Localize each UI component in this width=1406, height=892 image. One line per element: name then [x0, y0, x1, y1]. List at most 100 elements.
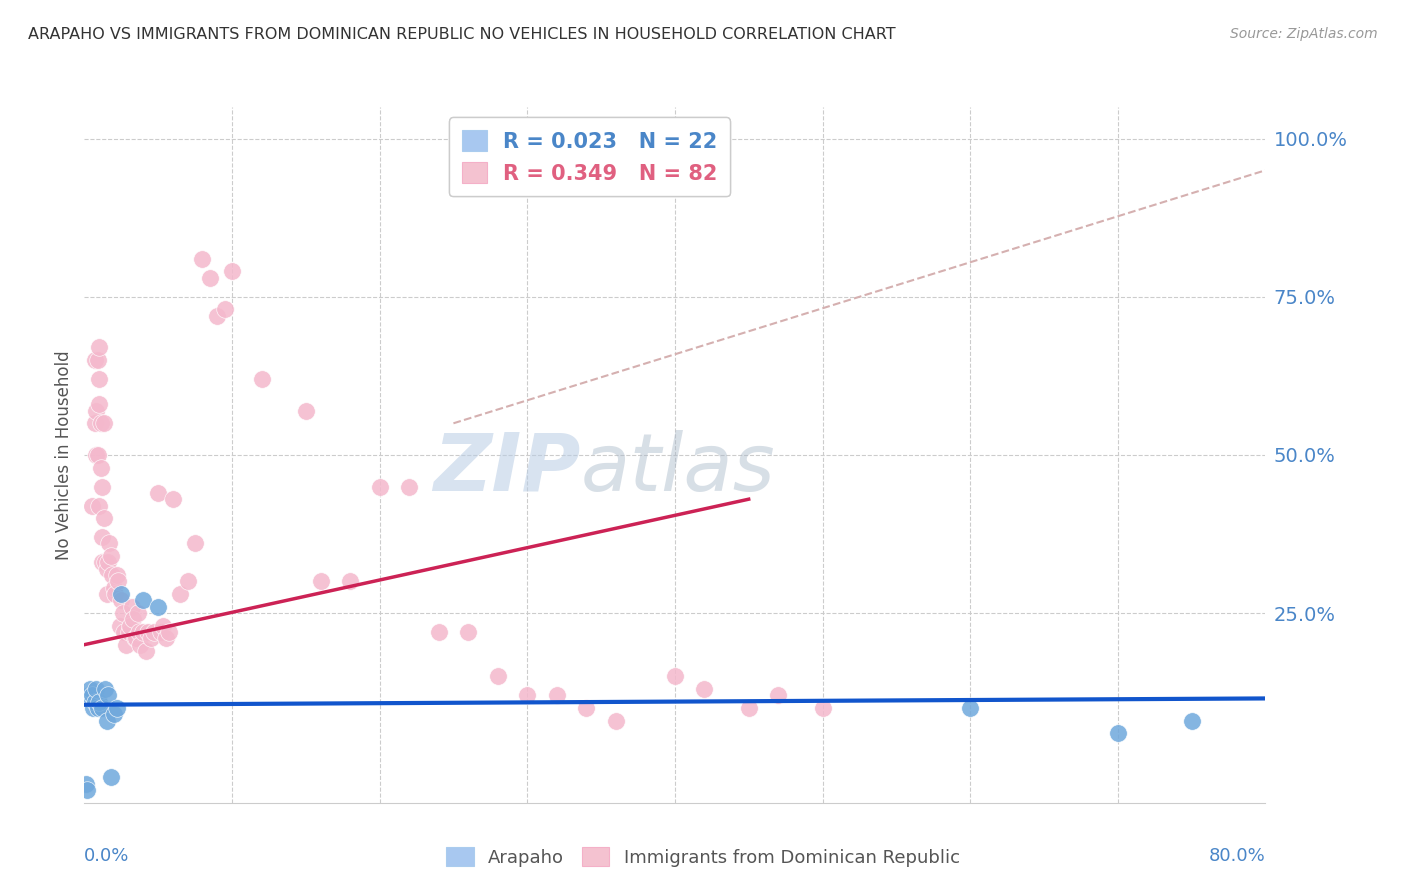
Point — [91, 701, 114, 715]
Point — [295, 403, 318, 417]
Point — [103, 707, 125, 722]
Point — [127, 606, 149, 620]
Point — [221, 264, 243, 278]
Point — [80, 499, 103, 513]
Point — [162, 492, 184, 507]
Point — [339, 574, 361, 589]
Point — [94, 681, 117, 696]
Text: ZIP: ZIP — [433, 430, 581, 508]
Point — [368, 479, 391, 493]
Point — [97, 556, 120, 570]
Point — [250, 372, 273, 386]
Point — [82, 701, 104, 715]
Text: Source: ZipAtlas.com: Source: ZipAtlas.com — [1230, 27, 1378, 41]
Y-axis label: No Vehicles in Household: No Vehicles in Household — [55, 350, 73, 560]
Point — [184, 536, 207, 550]
Point — [148, 599, 170, 614]
Point — [152, 618, 174, 632]
Point — [155, 632, 177, 646]
Point — [103, 581, 125, 595]
Point — [664, 669, 686, 683]
Point — [101, 568, 124, 582]
Point — [79, 681, 101, 696]
Point — [76, 783, 98, 797]
Point — [105, 568, 128, 582]
Point — [121, 599, 143, 614]
Text: atlas: atlas — [581, 430, 775, 508]
Text: ARAPAHO VS IMMIGRANTS FROM DOMINICAN REPUBLIC NO VEHICLES IN HOUSEHOLD CORRELATI: ARAPAHO VS IMMIGRANTS FROM DOMINICAN REP… — [28, 27, 896, 42]
Point — [309, 574, 332, 589]
Point — [86, 353, 108, 368]
Point — [108, 618, 131, 632]
Point — [107, 574, 129, 589]
Point — [96, 587, 118, 601]
Point — [198, 270, 221, 285]
Point — [77, 688, 100, 702]
Point — [959, 701, 981, 715]
Point — [486, 669, 509, 683]
Legend: Arapaho, Immigrants from Dominican Republic: Arapaho, Immigrants from Dominican Repub… — [439, 840, 967, 874]
Point — [91, 479, 114, 493]
Point — [693, 681, 716, 696]
Point — [118, 625, 141, 640]
Point — [97, 688, 120, 702]
Point — [80, 688, 103, 702]
Point — [104, 587, 127, 601]
Point — [86, 448, 108, 462]
Point — [191, 252, 214, 266]
Point — [605, 714, 627, 728]
Point — [1107, 726, 1129, 740]
Point — [89, 499, 111, 513]
Point — [738, 701, 761, 715]
Point — [177, 574, 200, 589]
Point — [1181, 714, 1204, 728]
Point — [96, 714, 118, 728]
Point — [83, 695, 105, 709]
Point — [110, 587, 132, 601]
Point — [96, 562, 118, 576]
Point — [83, 417, 105, 431]
Point — [169, 587, 191, 601]
Point — [84, 403, 107, 417]
Point — [575, 701, 598, 715]
Point — [93, 417, 115, 431]
Point — [457, 625, 479, 640]
Point — [110, 593, 132, 607]
Point — [89, 695, 111, 709]
Point — [546, 688, 568, 702]
Point — [89, 372, 111, 386]
Text: 0.0%: 0.0% — [84, 847, 129, 865]
Legend: R = 0.023   N = 22, R = 0.349   N = 82: R = 0.023 N = 22, R = 0.349 N = 82 — [449, 118, 730, 196]
Point — [142, 625, 165, 640]
Point — [89, 340, 111, 354]
Point — [129, 638, 152, 652]
Point — [135, 644, 157, 658]
Point — [128, 625, 150, 640]
Point — [91, 556, 114, 570]
Point — [89, 397, 111, 411]
Point — [100, 549, 122, 563]
Point — [205, 309, 228, 323]
Point — [93, 511, 115, 525]
Point — [91, 530, 114, 544]
Point — [83, 353, 105, 368]
Text: 80.0%: 80.0% — [1209, 847, 1265, 865]
Point — [98, 536, 121, 550]
Point — [148, 486, 170, 500]
Point — [120, 618, 142, 632]
Point — [125, 632, 148, 646]
Point — [86, 701, 108, 715]
Point — [90, 417, 112, 431]
Point — [398, 479, 420, 493]
Point — [105, 701, 128, 715]
Point — [139, 632, 162, 646]
Point — [100, 771, 122, 785]
Point — [84, 681, 107, 696]
Point — [150, 625, 173, 640]
Point — [132, 593, 155, 607]
Point — [111, 606, 134, 620]
Point — [157, 625, 180, 640]
Point — [94, 556, 117, 570]
Point — [84, 448, 107, 462]
Point — [75, 777, 97, 791]
